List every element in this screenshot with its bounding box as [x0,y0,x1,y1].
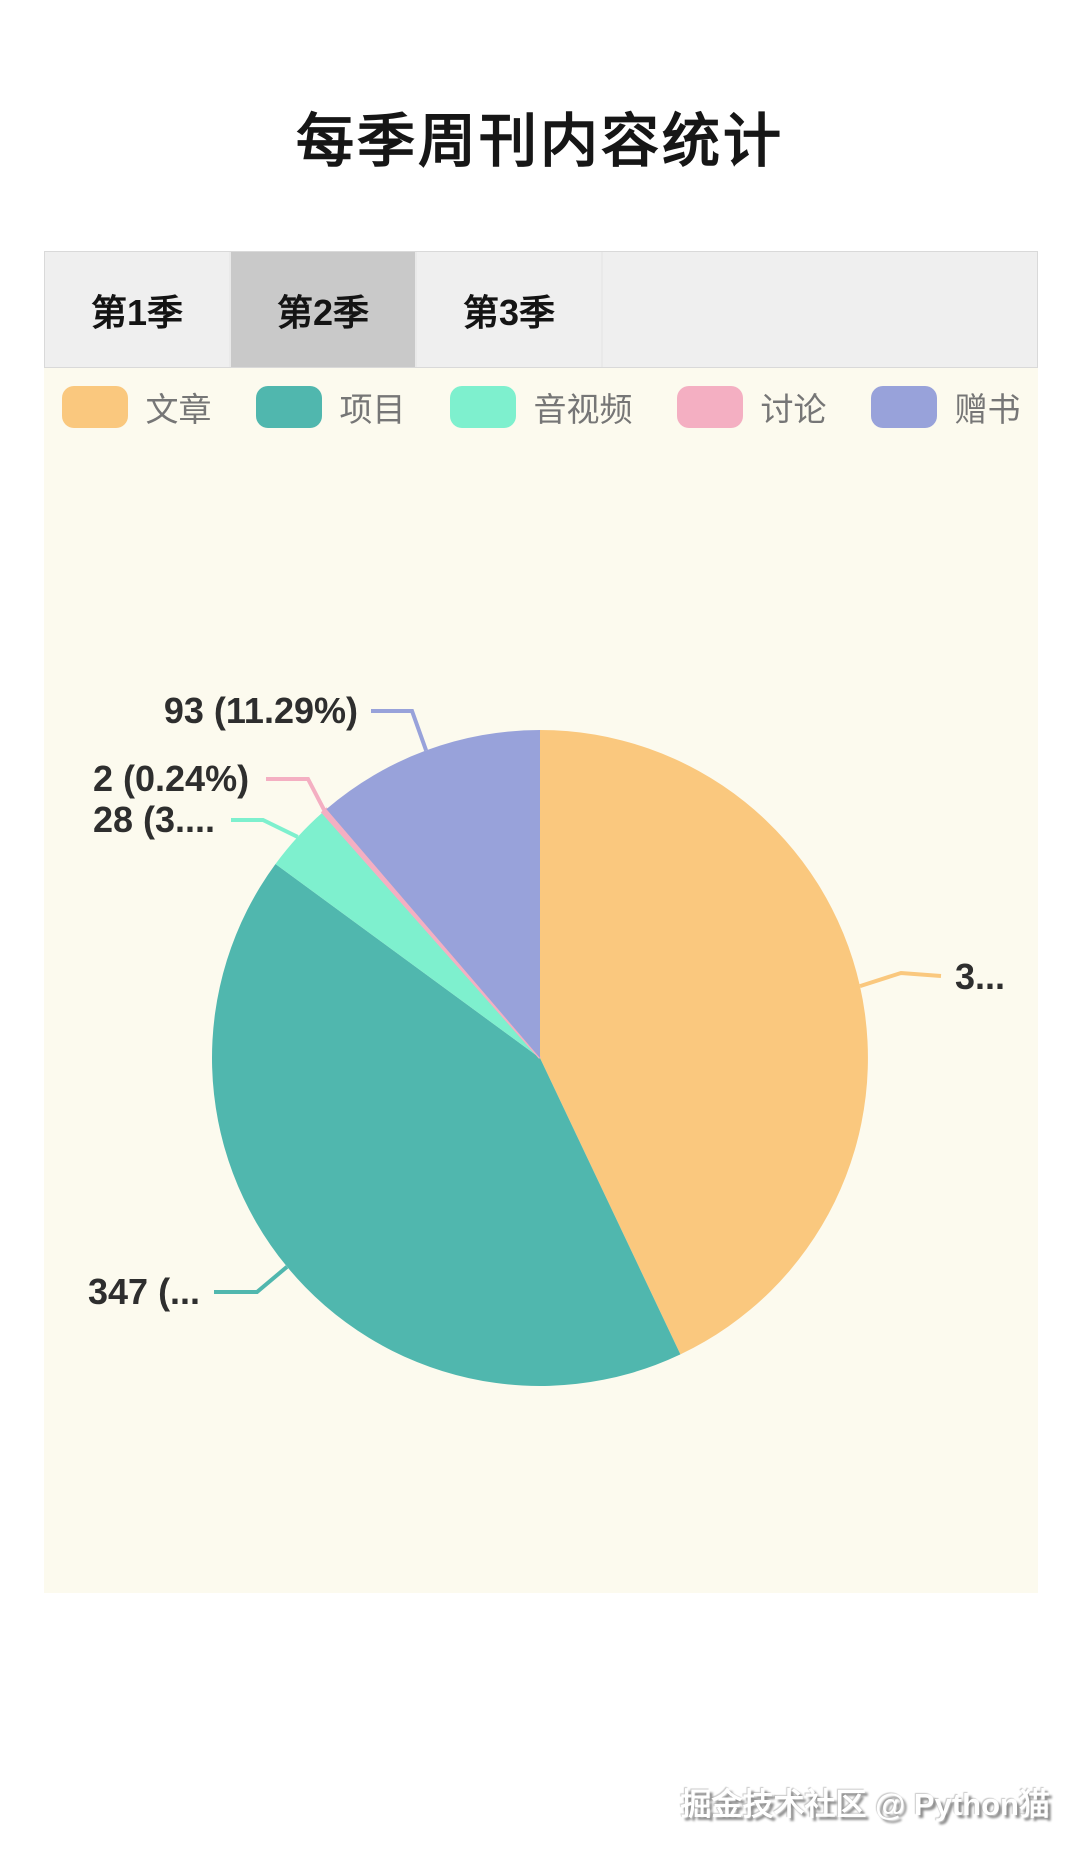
pie-slice-讨论[interactable] [320,807,541,1059]
pie-leader-赠书 [371,709,428,752]
pie-slice-赠书[interactable] [326,730,540,1058]
pie-label-taolun: 2 (0.24%) [93,758,250,799]
pie-label-zengshu: 93 (11.29%) [163,690,358,731]
tab-quarter-3[interactable]: 第3季 [417,252,603,367]
tab-quarter-2[interactable]: 第2季 [231,252,417,367]
legend-label-wenzhang: 文章 [145,391,212,428]
pie-slice-文章[interactable] [540,730,868,1355]
legend-swatch-zengshu [870,386,937,428]
tab-quarter-1[interactable]: 第1季 [45,252,231,367]
pie-legend: 文章 项目 音视频 讨论 赠书 [44,383,1038,431]
pie-leader-文章 [859,970,942,989]
legend-swatch-yinshipin [449,386,516,428]
legend-label-xiangmu: 项目 [339,391,406,428]
pie-slice-音视频[interactable] [275,812,541,1058]
pie-label-xiangmu: 347 (... [88,1271,201,1312]
pie-leader-音视频 [231,818,299,839]
legend-label-zengshu: 赠书 [954,391,1021,428]
legend-label-taolun: 讨论 [760,391,827,428]
legend-item-wenzhang[interactable]: 文章 [61,383,212,431]
legend-item-xiangmu[interactable]: 项目 [255,383,406,431]
pie-leader-项目 [214,1265,289,1294]
legend-swatch-taolun [676,386,743,428]
legend-swatch-wenzhang [61,386,128,428]
pie-label-wenzhang: 3... [955,956,1006,997]
pie-label-yinshipin: 28 (3.... [93,799,216,840]
pie-leader-讨论 [266,777,327,812]
legend-item-taolun[interactable]: 讨论 [676,383,827,431]
page-title: 每季周刊内容统计 [295,109,784,174]
pie-slice-项目[interactable] [212,864,681,1386]
watermark: 掘金技术社区 @ Python猫 [680,1787,1050,1822]
legend-swatch-xiangmu [255,386,322,428]
quarter-tabbar: 第1季 第2季 第3季 [44,251,1038,368]
legend-item-zengshu[interactable]: 赠书 [870,383,1021,431]
legend-item-yinshipin[interactable]: 音视频 [449,383,633,431]
legend-label-yinshipin: 音视频 [533,391,633,428]
